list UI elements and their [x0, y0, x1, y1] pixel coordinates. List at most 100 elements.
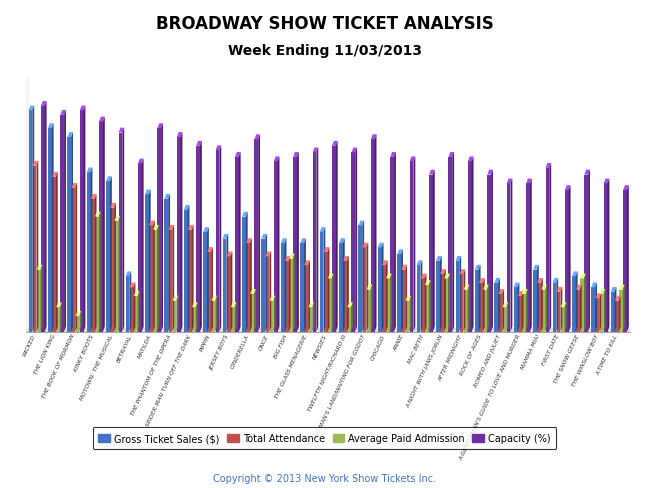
Polygon shape: [452, 153, 454, 332]
Polygon shape: [164, 195, 170, 200]
Polygon shape: [339, 239, 345, 244]
Polygon shape: [421, 279, 424, 332]
Polygon shape: [343, 256, 349, 261]
Polygon shape: [487, 170, 493, 175]
Polygon shape: [591, 288, 595, 332]
Polygon shape: [313, 148, 318, 153]
Polygon shape: [479, 284, 483, 332]
Polygon shape: [623, 186, 629, 191]
Polygon shape: [394, 153, 396, 332]
Polygon shape: [604, 289, 606, 332]
Polygon shape: [278, 157, 280, 332]
Polygon shape: [169, 230, 173, 332]
Polygon shape: [459, 269, 465, 274]
Polygon shape: [324, 252, 328, 332]
Polygon shape: [269, 252, 271, 332]
Polygon shape: [514, 288, 517, 332]
Polygon shape: [320, 228, 325, 233]
Polygon shape: [425, 285, 429, 332]
Polygon shape: [192, 307, 196, 332]
Polygon shape: [262, 239, 265, 332]
Polygon shape: [123, 128, 124, 332]
Polygon shape: [530, 179, 532, 332]
Polygon shape: [464, 290, 467, 332]
Polygon shape: [382, 243, 384, 332]
Polygon shape: [95, 195, 97, 332]
Polygon shape: [317, 148, 318, 332]
Polygon shape: [491, 170, 493, 332]
Polygon shape: [274, 162, 278, 332]
Polygon shape: [207, 228, 209, 332]
Polygon shape: [464, 285, 469, 290]
Polygon shape: [87, 168, 92, 173]
Polygon shape: [254, 135, 260, 140]
Polygon shape: [138, 159, 143, 164]
Polygon shape: [390, 153, 396, 158]
Polygon shape: [130, 283, 136, 288]
Polygon shape: [308, 261, 310, 332]
Polygon shape: [440, 274, 444, 332]
Polygon shape: [207, 252, 211, 332]
Polygon shape: [475, 270, 479, 332]
Polygon shape: [371, 135, 376, 140]
Polygon shape: [138, 164, 141, 332]
Polygon shape: [429, 281, 430, 332]
Polygon shape: [502, 307, 506, 332]
Polygon shape: [378, 248, 382, 332]
Polygon shape: [265, 252, 271, 257]
Polygon shape: [235, 303, 236, 332]
Polygon shape: [382, 261, 387, 265]
Polygon shape: [367, 243, 368, 332]
Polygon shape: [227, 252, 232, 257]
Polygon shape: [87, 173, 91, 332]
Polygon shape: [177, 133, 182, 138]
Polygon shape: [227, 234, 228, 332]
Polygon shape: [456, 261, 459, 332]
Polygon shape: [304, 239, 306, 332]
Polygon shape: [576, 272, 578, 332]
Polygon shape: [26, 78, 29, 332]
Polygon shape: [119, 133, 123, 332]
Polygon shape: [41, 107, 45, 332]
Polygon shape: [114, 222, 118, 332]
Polygon shape: [118, 217, 120, 332]
Polygon shape: [32, 106, 34, 332]
Polygon shape: [168, 195, 170, 332]
Polygon shape: [265, 257, 269, 332]
Polygon shape: [177, 296, 178, 332]
Polygon shape: [615, 301, 618, 332]
Polygon shape: [270, 296, 275, 301]
Polygon shape: [84, 106, 86, 332]
Polygon shape: [235, 153, 241, 158]
Polygon shape: [274, 157, 280, 162]
Polygon shape: [604, 179, 609, 184]
Polygon shape: [177, 138, 180, 332]
Polygon shape: [445, 274, 450, 279]
Polygon shape: [145, 195, 149, 332]
Polygon shape: [522, 294, 526, 332]
Polygon shape: [36, 162, 38, 332]
Polygon shape: [498, 294, 502, 332]
Polygon shape: [347, 303, 353, 307]
Polygon shape: [541, 285, 547, 290]
Polygon shape: [215, 146, 221, 151]
Polygon shape: [304, 265, 308, 332]
Polygon shape: [596, 294, 601, 299]
Polygon shape: [230, 252, 232, 332]
Polygon shape: [134, 292, 140, 297]
Polygon shape: [110, 177, 112, 332]
Polygon shape: [153, 225, 159, 230]
Polygon shape: [537, 284, 541, 332]
Polygon shape: [32, 162, 38, 166]
Polygon shape: [507, 179, 512, 184]
Polygon shape: [37, 265, 42, 270]
Polygon shape: [358, 221, 364, 226]
Polygon shape: [289, 259, 293, 332]
Polygon shape: [106, 177, 112, 182]
Polygon shape: [289, 256, 291, 332]
Polygon shape: [596, 299, 599, 332]
Polygon shape: [595, 283, 597, 332]
Polygon shape: [119, 128, 124, 133]
Polygon shape: [611, 292, 615, 332]
Polygon shape: [281, 244, 285, 332]
